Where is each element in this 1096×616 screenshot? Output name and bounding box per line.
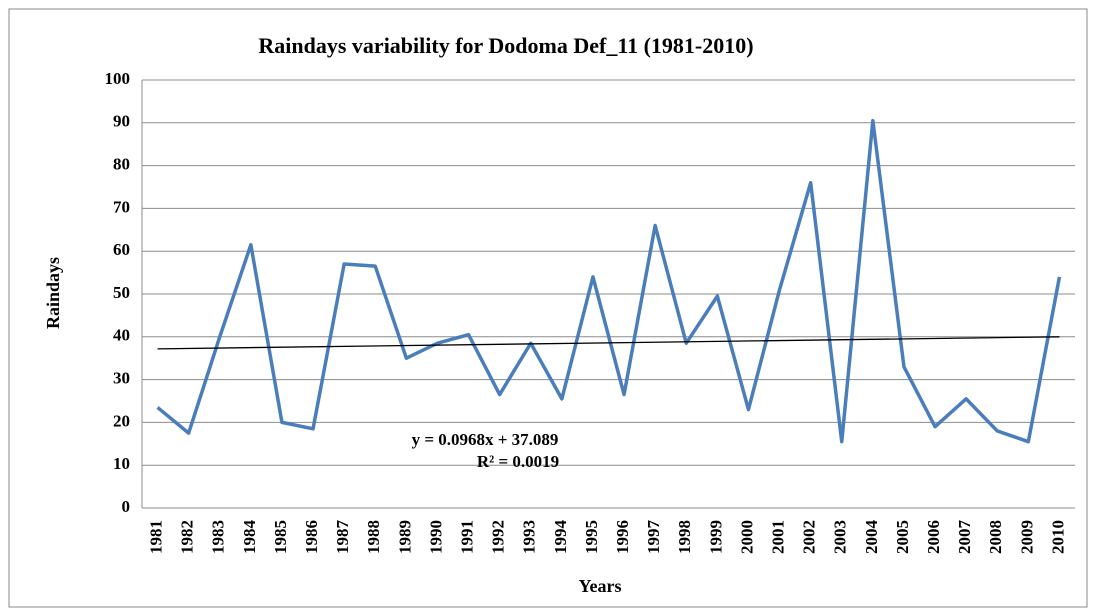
x-tick-label: 1982 xyxy=(178,520,197,554)
chart-title: Raindays variability for Dodoma Def_11 (… xyxy=(258,33,753,58)
x-tick-label: 1990 xyxy=(426,520,445,554)
x-tick-label: 1987 xyxy=(333,520,352,555)
x-tick-label: 2010 xyxy=(1048,520,1067,554)
y-tick-label: 70 xyxy=(113,197,130,216)
x-tick-label: 1995 xyxy=(582,520,601,554)
x-tick-label: 1996 xyxy=(613,520,632,554)
x-tick-label: 1981 xyxy=(146,520,165,554)
x-tick-label: 1994 xyxy=(551,520,570,555)
y-tick-label: 60 xyxy=(113,240,130,259)
x-tick-label: 1986 xyxy=(302,520,321,554)
x-tick-label: 2003 xyxy=(831,520,850,554)
x-tick-label: 2002 xyxy=(800,520,819,554)
x-tick-label: 1984 xyxy=(240,520,259,555)
x-tick-label: 1993 xyxy=(520,520,539,554)
y-tick-label: 40 xyxy=(113,326,130,345)
data-line xyxy=(156,118,1062,444)
y-tick-label: 10 xyxy=(113,454,130,473)
x-tick-label: 2006 xyxy=(924,520,943,554)
x-tick-label: 2001 xyxy=(768,520,787,554)
x-tick-label: 1985 xyxy=(271,520,290,554)
trend-r-squared: R² = 0.0019 xyxy=(477,452,559,471)
x-tick-label: 1988 xyxy=(364,520,383,554)
y-tick-label: 20 xyxy=(113,411,130,430)
x-tick-label: 2004 xyxy=(862,520,881,555)
x-axis-title: Years xyxy=(579,576,622,596)
y-tick-label: 80 xyxy=(113,155,130,174)
y-tick-label: 30 xyxy=(113,369,130,388)
x-tick-label: 2007 xyxy=(955,520,974,555)
x-tick-label: 2008 xyxy=(986,520,1005,554)
x-tick-label: 1989 xyxy=(395,520,414,554)
x-tick-label: 1991 xyxy=(457,520,476,554)
y-tick-label: 90 xyxy=(113,112,130,131)
x-tick-label: 1992 xyxy=(489,520,508,554)
y-tick-label: 100 xyxy=(105,69,131,88)
y-tick-label: 50 xyxy=(113,283,130,302)
x-tick-label: 1999 xyxy=(706,520,725,554)
x-tick-label: 2005 xyxy=(893,520,912,554)
x-tick-label: 1997 xyxy=(644,520,663,555)
chart-border xyxy=(8,8,1088,608)
x-tick-label: 2009 xyxy=(1017,520,1036,554)
y-tick-label: 0 xyxy=(122,497,131,516)
trend-equation: y = 0.0968x + 37.089 xyxy=(412,430,559,449)
trendline xyxy=(157,336,1060,350)
x-tick-label: 1998 xyxy=(675,520,694,554)
x-tick-label: 2000 xyxy=(737,520,756,554)
y-axis-title: Raindays xyxy=(43,257,63,329)
x-tick-label: 1983 xyxy=(209,520,228,554)
